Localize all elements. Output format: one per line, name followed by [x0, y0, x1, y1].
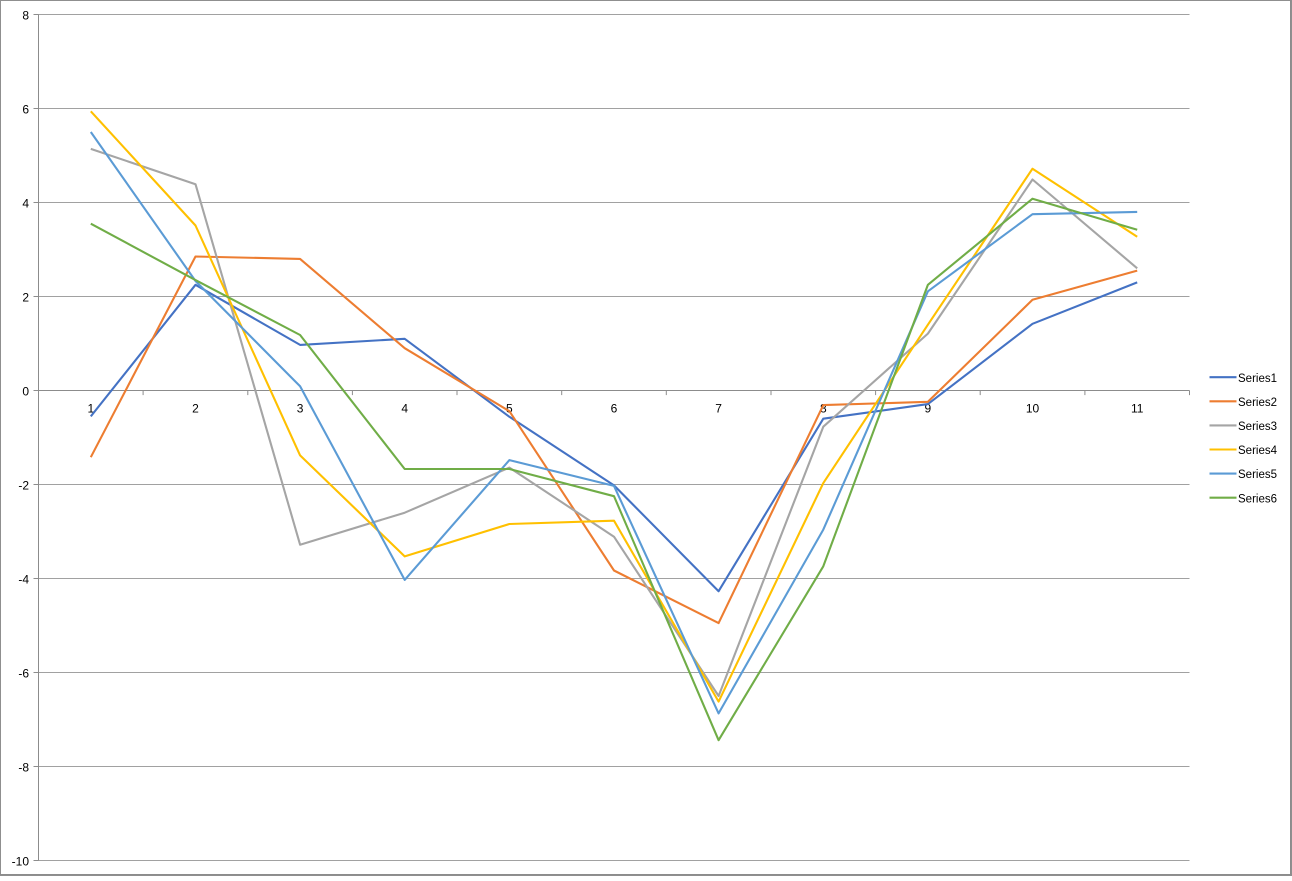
- svg-text:2: 2: [22, 290, 29, 304]
- svg-text:8: 8: [22, 8, 29, 22]
- svg-text:Series2: Series2: [1238, 397, 1277, 409]
- svg-text:Series6: Series6: [1238, 493, 1277, 505]
- svg-text:3: 3: [297, 401, 304, 415]
- svg-text:Series5: Series5: [1238, 469, 1277, 481]
- svg-text:4: 4: [401, 401, 408, 415]
- svg-text:2: 2: [192, 401, 199, 415]
- svg-text:8: 8: [820, 401, 827, 415]
- svg-text:-2: -2: [18, 478, 29, 492]
- svg-text:4: 4: [22, 196, 29, 210]
- svg-text:-10: -10: [12, 854, 30, 868]
- svg-text:1: 1: [87, 401, 94, 415]
- svg-text:7: 7: [715, 401, 722, 415]
- svg-text:-4: -4: [18, 572, 29, 586]
- svg-text:0: 0: [22, 384, 29, 398]
- svg-text:6: 6: [611, 401, 618, 415]
- svg-text:Series4: Series4: [1238, 445, 1278, 457]
- svg-text:9: 9: [925, 401, 932, 415]
- svg-text:Series1: Series1: [1238, 373, 1277, 385]
- svg-text:11: 11: [1131, 401, 1144, 415]
- svg-text:-8: -8: [18, 760, 29, 774]
- svg-text:6: 6: [22, 102, 29, 116]
- svg-text:10: 10: [1026, 401, 1040, 415]
- svg-text:Series3: Series3: [1238, 421, 1277, 433]
- svg-text:5: 5: [506, 401, 513, 415]
- svg-text:-6: -6: [18, 666, 29, 680]
